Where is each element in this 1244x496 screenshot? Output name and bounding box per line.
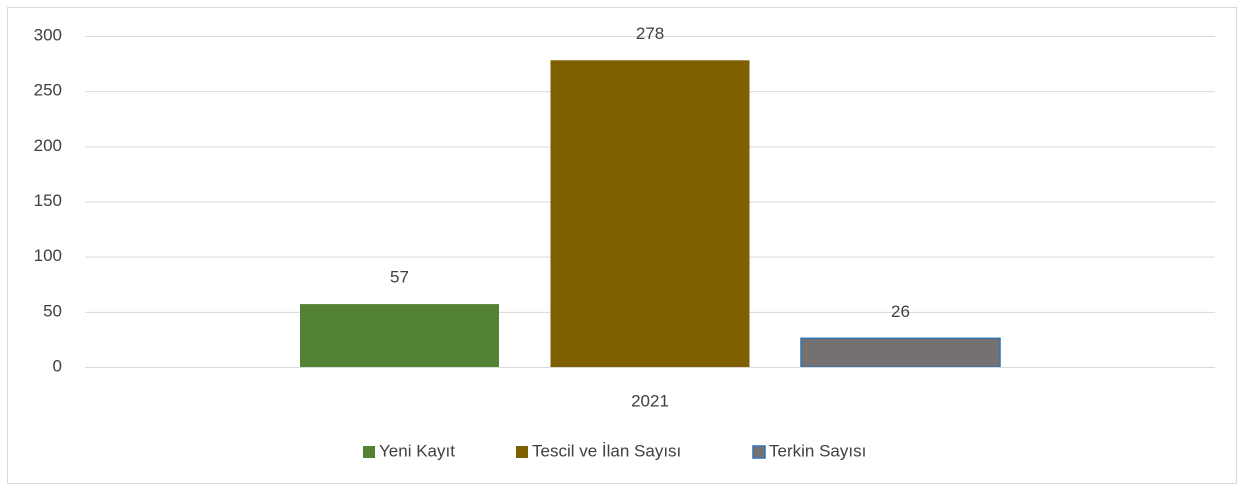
legend-swatch bbox=[363, 446, 375, 458]
bar bbox=[800, 337, 1001, 368]
y-tick-label: 50 bbox=[43, 301, 62, 320]
y-tick-label: 200 bbox=[34, 136, 62, 155]
y-tick-label: 0 bbox=[53, 356, 62, 375]
y-tick-label: 300 bbox=[34, 25, 62, 44]
legend-label: Tescil ve İlan Sayısı bbox=[532, 441, 681, 460]
bar bbox=[300, 304, 499, 367]
legend-label: Terkin Sayısı bbox=[769, 441, 866, 460]
y-tick-label: 150 bbox=[34, 191, 62, 210]
legend-swatch bbox=[752, 445, 766, 459]
data-label: 26 bbox=[891, 302, 910, 321]
y-tick-label: 100 bbox=[34, 246, 62, 265]
legend-swatch bbox=[516, 446, 528, 458]
legend-label: Yeni Kayıt bbox=[379, 441, 455, 460]
data-label: 278 bbox=[636, 24, 664, 43]
x-tick-label: 2021 bbox=[631, 391, 669, 410]
bar bbox=[550, 60, 750, 367]
y-tick-label: 250 bbox=[34, 81, 62, 100]
data-label: 57 bbox=[390, 268, 409, 287]
